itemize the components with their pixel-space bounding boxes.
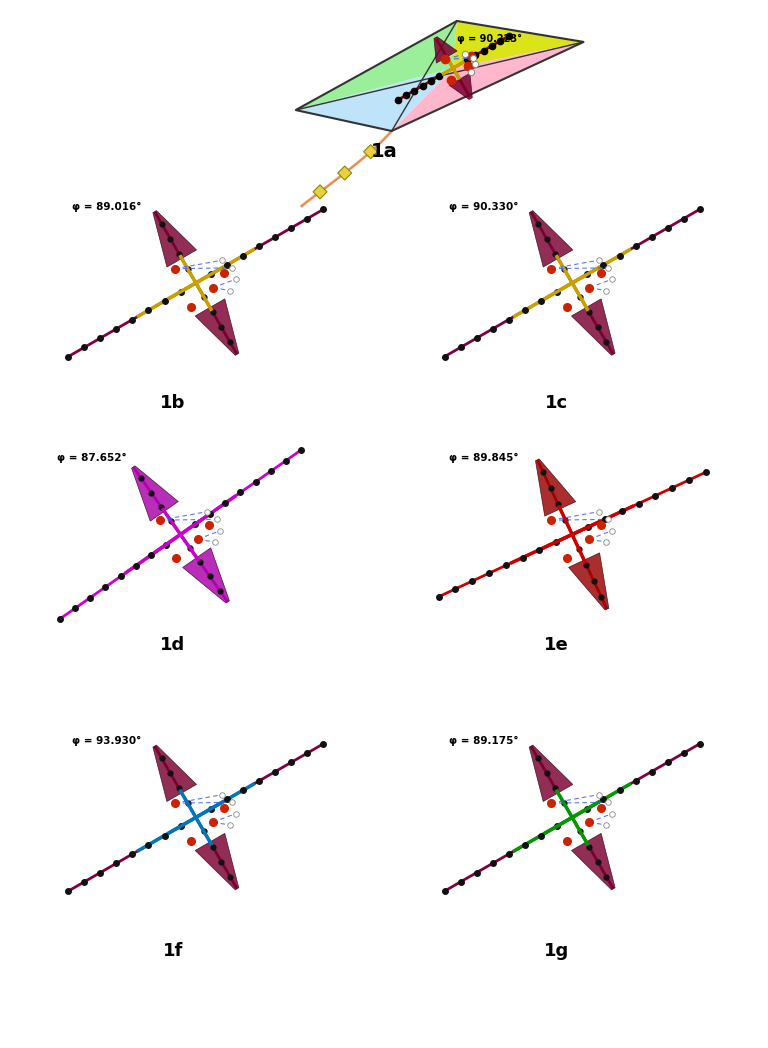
Polygon shape <box>571 299 615 355</box>
Polygon shape <box>153 211 197 267</box>
Text: 1c: 1c <box>545 394 568 413</box>
Polygon shape <box>449 73 472 100</box>
Polygon shape <box>529 745 573 802</box>
Text: φ = 87.652°: φ = 87.652° <box>57 453 127 463</box>
Polygon shape <box>535 459 576 516</box>
Text: 1d: 1d <box>161 635 185 654</box>
Text: 1a: 1a <box>371 143 397 161</box>
Text: 1f: 1f <box>163 941 183 960</box>
Text: φ = 90.330°: φ = 90.330° <box>449 201 518 212</box>
Polygon shape <box>195 833 239 890</box>
Polygon shape <box>195 299 239 355</box>
Text: 1g: 1g <box>545 941 569 960</box>
Text: 1b: 1b <box>160 394 186 413</box>
Text: 1e: 1e <box>545 635 569 654</box>
Polygon shape <box>153 745 197 802</box>
Polygon shape <box>131 465 178 521</box>
Text: φ = 90.223°: φ = 90.223° <box>457 34 522 44</box>
Polygon shape <box>296 68 453 131</box>
Polygon shape <box>392 42 584 131</box>
Text: φ = 93.930°: φ = 93.930° <box>72 736 141 746</box>
Polygon shape <box>183 548 230 604</box>
Polygon shape <box>529 211 573 267</box>
Polygon shape <box>296 21 457 110</box>
Polygon shape <box>363 145 378 158</box>
Text: φ = 89.845°: φ = 89.845° <box>449 453 518 463</box>
Polygon shape <box>434 37 457 63</box>
Polygon shape <box>338 166 352 180</box>
Polygon shape <box>453 21 584 68</box>
Text: φ = 89.175°: φ = 89.175° <box>449 736 518 746</box>
Text: φ = 89.016°: φ = 89.016° <box>72 201 142 212</box>
Polygon shape <box>568 553 609 610</box>
Polygon shape <box>571 833 615 890</box>
Polygon shape <box>313 184 327 199</box>
